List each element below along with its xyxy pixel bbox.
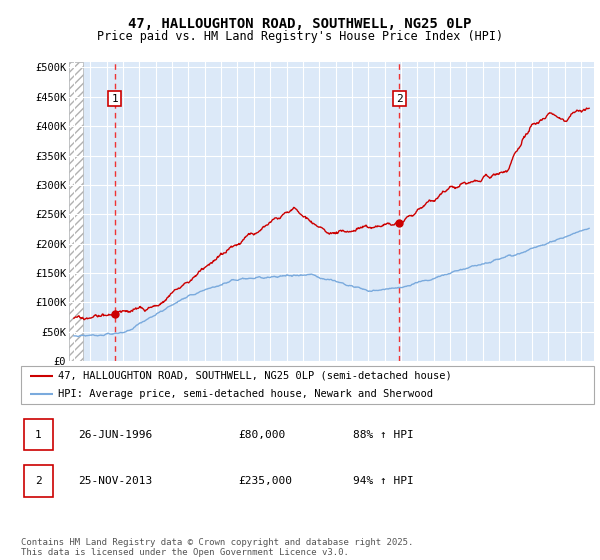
FancyBboxPatch shape	[24, 465, 53, 497]
Bar	[69, 62, 83, 361]
Text: 1: 1	[111, 94, 118, 104]
Text: £80,000: £80,000	[239, 430, 286, 440]
FancyBboxPatch shape	[21, 366, 594, 404]
Text: £235,000: £235,000	[239, 476, 293, 486]
Text: Price paid vs. HM Land Registry's House Price Index (HPI): Price paid vs. HM Land Registry's House …	[97, 30, 503, 44]
Text: HPI: Average price, semi-detached house, Newark and Sherwood: HPI: Average price, semi-detached house,…	[58, 389, 433, 399]
Text: 2: 2	[35, 476, 41, 486]
Text: 1: 1	[35, 430, 41, 440]
Text: 88% ↑ HPI: 88% ↑ HPI	[353, 430, 414, 440]
Text: 2: 2	[396, 94, 403, 104]
FancyBboxPatch shape	[24, 419, 53, 450]
Text: 94% ↑ HPI: 94% ↑ HPI	[353, 476, 414, 486]
Text: 25-NOV-2013: 25-NOV-2013	[79, 476, 152, 486]
Text: Contains HM Land Registry data © Crown copyright and database right 2025.
This d: Contains HM Land Registry data © Crown c…	[21, 538, 413, 557]
Text: 47, HALLOUGHTON ROAD, SOUTHWELL, NG25 0LP: 47, HALLOUGHTON ROAD, SOUTHWELL, NG25 0L…	[128, 16, 472, 30]
Text: 26-JUN-1996: 26-JUN-1996	[79, 430, 152, 440]
Text: 47, HALLOUGHTON ROAD, SOUTHWELL, NG25 0LP (semi-detached house): 47, HALLOUGHTON ROAD, SOUTHWELL, NG25 0L…	[58, 371, 452, 381]
